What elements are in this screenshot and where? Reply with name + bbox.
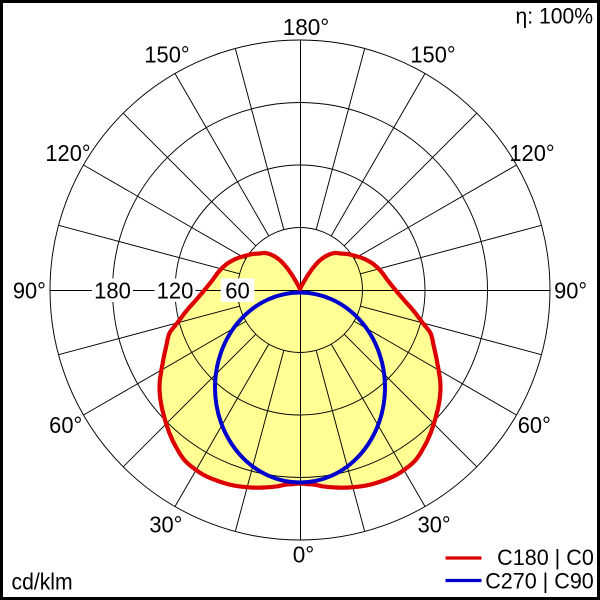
svg-text:150°: 150° bbox=[144, 42, 189, 68]
svg-text:120: 120 bbox=[157, 278, 194, 304]
svg-text:120°: 120° bbox=[45, 141, 90, 167]
svg-text:C270 | C90: C270 | C90 bbox=[485, 568, 594, 593]
svg-text:C180 | C0: C180 | C0 bbox=[497, 545, 594, 570]
svg-text:90°: 90° bbox=[554, 278, 587, 304]
svg-text:60°: 60° bbox=[518, 412, 551, 438]
svg-text:120°: 120° bbox=[509, 141, 554, 167]
svg-text:30°: 30° bbox=[149, 512, 182, 538]
svg-text:90°: 90° bbox=[13, 278, 46, 304]
svg-text:60°: 60° bbox=[49, 412, 82, 438]
svg-text:60: 60 bbox=[225, 278, 250, 304]
svg-text:180°: 180° bbox=[283, 14, 330, 40]
svg-text:30°: 30° bbox=[418, 512, 451, 538]
svg-text:180: 180 bbox=[94, 278, 131, 304]
svg-text:0°: 0° bbox=[293, 541, 315, 567]
svg-text:150°: 150° bbox=[410, 42, 455, 68]
svg-text:cd/klm: cd/klm bbox=[12, 569, 73, 595]
svg-text:η: 100%: η: 100% bbox=[516, 3, 593, 29]
